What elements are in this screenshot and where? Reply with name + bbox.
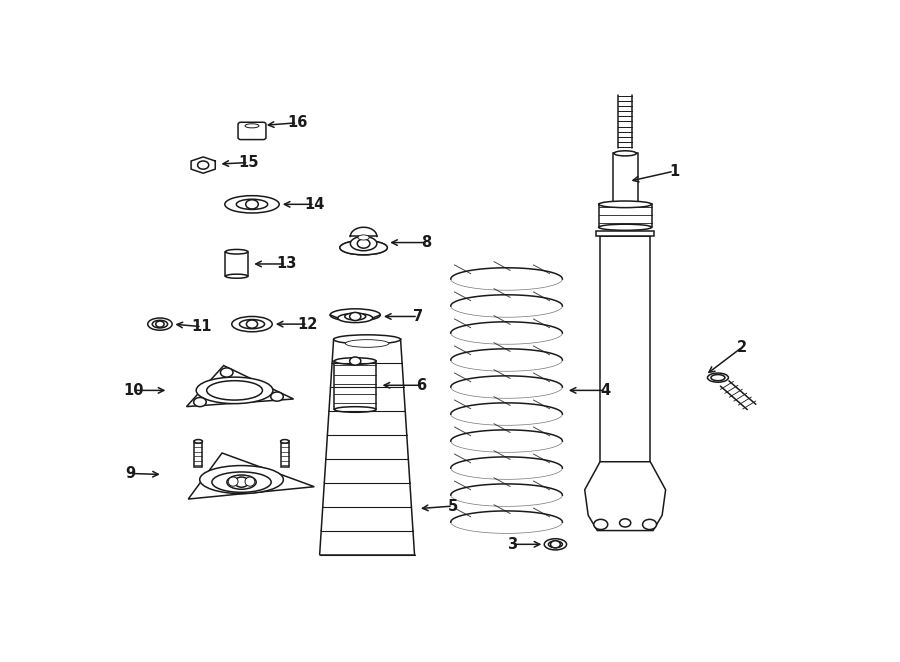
Circle shape [194,397,206,406]
Text: 15: 15 [238,155,259,170]
Polygon shape [188,453,314,499]
Circle shape [246,200,258,209]
Ellipse shape [334,406,376,412]
Ellipse shape [340,240,387,255]
Ellipse shape [237,199,267,209]
Circle shape [271,392,284,401]
Ellipse shape [281,440,289,443]
Text: 2: 2 [737,340,747,355]
Ellipse shape [340,240,387,255]
Ellipse shape [598,201,652,208]
Text: 9: 9 [125,466,135,481]
Ellipse shape [346,340,389,348]
Text: 4: 4 [600,383,611,398]
Ellipse shape [350,236,377,251]
Circle shape [594,520,608,530]
Ellipse shape [196,377,273,404]
Ellipse shape [245,477,255,486]
Bar [600,236,651,462]
Ellipse shape [226,274,248,278]
Text: 13: 13 [276,256,296,271]
Circle shape [349,312,361,320]
Text: 5: 5 [448,498,458,514]
Text: 1: 1 [669,164,680,179]
Circle shape [643,520,657,530]
Circle shape [247,320,257,328]
Circle shape [349,357,361,365]
Ellipse shape [212,472,271,493]
Circle shape [220,368,233,377]
Ellipse shape [229,477,238,486]
Text: 6: 6 [417,378,427,393]
Ellipse shape [711,375,724,381]
Ellipse shape [548,541,562,547]
Circle shape [156,321,164,327]
Ellipse shape [225,196,279,213]
Polygon shape [191,157,215,173]
Polygon shape [585,462,666,530]
Ellipse shape [614,151,636,156]
Polygon shape [186,365,293,406]
Text: 8: 8 [421,235,431,250]
Ellipse shape [544,539,567,550]
Bar [226,252,248,276]
Ellipse shape [334,357,376,364]
Text: 7: 7 [413,309,423,324]
Ellipse shape [330,308,381,321]
Circle shape [357,239,370,248]
Circle shape [235,477,248,487]
Ellipse shape [232,316,272,332]
Bar [194,442,202,467]
Ellipse shape [614,157,636,162]
Bar [334,361,376,410]
Ellipse shape [207,381,263,400]
Ellipse shape [148,318,172,330]
Text: 14: 14 [304,197,325,212]
Circle shape [619,519,631,527]
Ellipse shape [152,320,167,328]
Ellipse shape [707,373,728,382]
Bar [596,231,654,236]
Text: 11: 11 [192,319,212,334]
FancyBboxPatch shape [238,122,266,140]
Ellipse shape [227,475,256,489]
Ellipse shape [345,313,365,320]
Bar [613,154,638,214]
Circle shape [551,541,561,548]
Ellipse shape [200,465,284,494]
Ellipse shape [598,224,652,230]
Bar [598,205,652,227]
Text: 16: 16 [287,115,308,130]
Bar [281,442,289,467]
Ellipse shape [245,124,259,128]
Bar [614,154,636,160]
Ellipse shape [358,235,369,240]
Text: 3: 3 [507,537,517,552]
Circle shape [198,161,209,169]
Text: 12: 12 [298,316,318,332]
Ellipse shape [334,335,400,344]
Text: 10: 10 [123,383,144,398]
Ellipse shape [239,320,265,329]
Ellipse shape [226,250,248,254]
Ellipse shape [338,313,373,322]
Ellipse shape [194,440,202,443]
